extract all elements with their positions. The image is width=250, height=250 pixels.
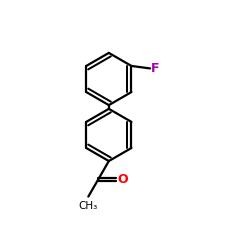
Text: F: F: [151, 62, 160, 75]
Text: CH₃: CH₃: [79, 201, 98, 211]
Text: O: O: [117, 173, 128, 186]
